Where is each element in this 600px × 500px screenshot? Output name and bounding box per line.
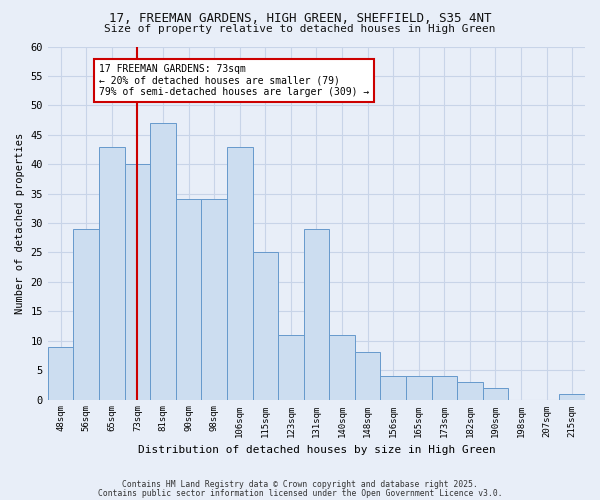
Bar	[278, 335, 304, 400]
Bar	[176, 200, 202, 400]
Bar	[253, 252, 278, 400]
Bar	[73, 229, 99, 400]
Bar	[202, 200, 227, 400]
Bar	[380, 376, 406, 400]
Text: 17, FREEMAN GARDENS, HIGH GREEN, SHEFFIELD, S35 4NT: 17, FREEMAN GARDENS, HIGH GREEN, SHEFFIE…	[109, 12, 491, 26]
Text: Size of property relative to detached houses in High Green: Size of property relative to detached ho…	[104, 24, 496, 34]
Bar	[304, 229, 329, 400]
Text: Contains public sector information licensed under the Open Government Licence v3: Contains public sector information licen…	[98, 488, 502, 498]
Bar	[457, 382, 482, 400]
Bar	[406, 376, 431, 400]
Text: Contains HM Land Registry data © Crown copyright and database right 2025.: Contains HM Land Registry data © Crown c…	[122, 480, 478, 489]
Bar	[48, 346, 73, 400]
Bar	[355, 352, 380, 400]
Y-axis label: Number of detached properties: Number of detached properties	[15, 132, 25, 314]
X-axis label: Distribution of detached houses by size in High Green: Distribution of detached houses by size …	[137, 445, 496, 455]
Text: 17 FREEMAN GARDENS: 73sqm
← 20% of detached houses are smaller (79)
79% of semi-: 17 FREEMAN GARDENS: 73sqm ← 20% of detac…	[99, 64, 370, 98]
Bar	[150, 123, 176, 400]
Bar	[431, 376, 457, 400]
Bar	[329, 335, 355, 400]
Bar	[227, 146, 253, 400]
Bar	[125, 164, 150, 400]
Bar	[482, 388, 508, 400]
Bar	[559, 394, 585, 400]
Bar	[99, 146, 125, 400]
